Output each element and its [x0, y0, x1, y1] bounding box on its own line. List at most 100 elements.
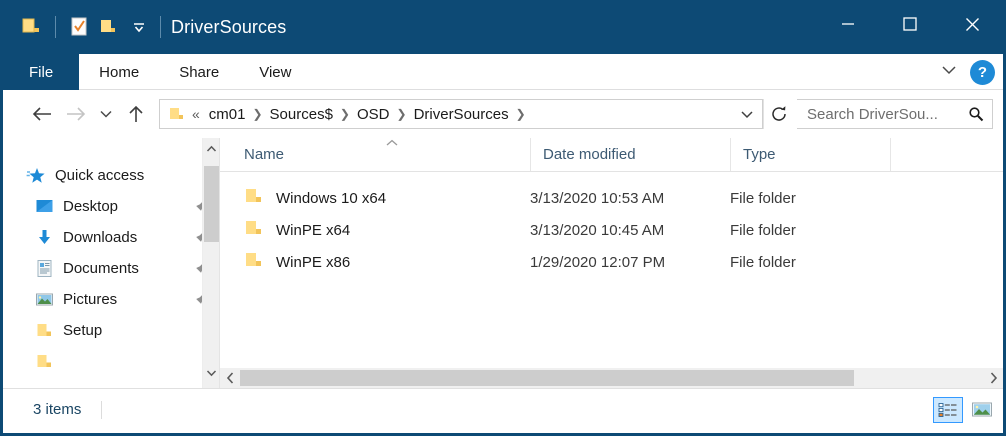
details-view-button[interactable]: [933, 396, 963, 423]
sidebar-item-desktop[interactable]: Desktop: [3, 191, 219, 222]
file-name-cell[interactable]: Windows 10 x64: [220, 187, 530, 209]
table-row[interactable]: WinPE x64 3/13/2020 10:45 AM File folder: [220, 214, 1003, 246]
column-header-date-modified[interactable]: Date modified: [530, 138, 730, 171]
breadcrumb-separator-icon[interactable]: ❯: [252, 107, 263, 121]
sidebar-item-label: Quick access: [55, 167, 145, 184]
help-button[interactable]: ?: [970, 59, 995, 85]
tab-file[interactable]: File: [3, 54, 80, 90]
breadcrumb-separator-icon[interactable]: ❯: [396, 107, 407, 121]
window-controls: [817, 0, 1003, 48]
scroll-left-arrow-icon[interactable]: [220, 368, 240, 388]
address-bar: « cm01 ❯ Sources$ ❯ OSD ❯ DriverSources …: [3, 90, 1003, 138]
up-button[interactable]: [119, 97, 153, 131]
file-list-horizontal-scrollbar[interactable]: [220, 368, 1003, 388]
file-date-cell: 1/29/2020 12:07 PM: [530, 253, 666, 271]
breadcrumb-separator-icon[interactable]: ❯: [339, 107, 350, 121]
status-divider: [101, 400, 103, 419]
address-dropdown-chevron-icon[interactable]: [734, 100, 760, 128]
scrollbar-thumb[interactable]: [240, 370, 854, 386]
desktop-icon: [33, 196, 55, 218]
breadcrumb-item-cm01[interactable]: cm01: [208, 105, 246, 123]
breadcrumb-item-sources[interactable]: Sources$: [269, 105, 333, 123]
breadcrumb-bar[interactable]: « cm01 ❯ Sources$ ❯ OSD ❯ DriverSources …: [159, 99, 763, 129]
properties-icon[interactable]: [64, 12, 94, 42]
pictures-icon: [33, 289, 55, 311]
sidebar-item-pictures[interactable]: Pictures: [3, 284, 219, 315]
scroll-right-arrow-icon[interactable]: [983, 368, 1003, 388]
content-area: Quick access Desktop: [3, 138, 1003, 388]
forward-button[interactable]: [59, 97, 93, 131]
scroll-up-arrow-icon[interactable]: [203, 140, 219, 158]
close-button[interactable]: [941, 0, 1003, 48]
view-buttons: [933, 396, 997, 423]
file-rows: Windows 10 x64 3/13/2020 10:53 AM File f…: [220, 172, 1003, 278]
search-box[interactable]: Search DriverSou...: [797, 99, 993, 129]
sidebar-item-label: Downloads: [63, 229, 138, 246]
folder-icon: [244, 219, 264, 241]
sidebar-item-quick-access[interactable]: Quick access: [3, 160, 219, 191]
item-count-label: 3 items: [33, 401, 82, 418]
navigation-pane: Quick access Desktop: [3, 138, 219, 388]
file-date-cell: 3/13/2020 10:53 AM: [530, 189, 665, 207]
file-name-cell[interactable]: WinPE x86: [220, 251, 530, 273]
chevron-down-icon[interactable]: [940, 63, 958, 82]
ribbon-right-controls: ?: [940, 54, 995, 90]
column-header-label: Date modified: [543, 145, 636, 163]
customize-qat-chevron-icon[interactable]: [124, 12, 154, 42]
minimize-button[interactable]: [817, 0, 879, 48]
column-header-size[interactable]: [890, 138, 1003, 171]
folder-icon[interactable]: [17, 12, 47, 42]
file-name-cell[interactable]: WinPE x64: [220, 219, 530, 241]
file-name-label: WinPE x86: [276, 253, 351, 271]
folder-icon: [33, 351, 55, 373]
column-headers: Name Date modified Type: [220, 138, 1003, 172]
column-header-type[interactable]: Type: [730, 138, 890, 171]
large-icons-view-button[interactable]: [967, 397, 997, 423]
tab-home[interactable]: Home: [99, 63, 140, 81]
file-list-pane: Name Date modified Type: [219, 138, 1003, 388]
quick-access-toolbar: [17, 12, 171, 42]
refresh-button[interactable]: [763, 99, 793, 129]
search-icon[interactable]: [968, 106, 984, 122]
file-date-cell: 3/13/2020 10:45 AM: [530, 221, 665, 239]
file-type-cell: File folder: [730, 253, 796, 271]
scrollbar-thumb[interactable]: [204, 166, 219, 242]
back-button[interactable]: [25, 97, 59, 131]
file-type-cell: File folder: [730, 221, 796, 239]
scrollbar-track[interactable]: [240, 368, 983, 388]
column-header-name[interactable]: Name: [220, 138, 530, 171]
sidebar-item-partial[interactable]: [3, 346, 219, 377]
scroll-down-arrow-icon[interactable]: [203, 364, 219, 382]
qat-divider: [55, 16, 56, 38]
file-name-label: WinPE x64: [276, 221, 351, 239]
search-input[interactable]: Search DriverSou...: [807, 105, 938, 123]
table-row[interactable]: Windows 10 x64 3/13/2020 10:53 AM File f…: [220, 182, 1003, 214]
recent-locations-button[interactable]: [93, 97, 119, 131]
folder-icon: [33, 320, 55, 342]
document-icon: [33, 258, 55, 280]
breadcrumb-overflow[interactable]: «: [192, 106, 200, 122]
sidebar-item-setup[interactable]: Setup: [3, 315, 219, 346]
navigation-pane-scrollbar[interactable]: [202, 138, 219, 388]
sidebar-item-label: Desktop: [63, 198, 119, 215]
tab-view[interactable]: View: [259, 63, 292, 81]
breadcrumb-item-osd[interactable]: OSD: [356, 105, 390, 123]
qat-title-divider: [160, 16, 161, 38]
ribbon-tabs: File Home Share View ?: [3, 54, 1003, 90]
title-bar: DriverSources: [3, 0, 1003, 54]
status-bar: 3 items: [3, 388, 1003, 430]
new-folder-icon[interactable]: [94, 12, 124, 42]
breadcrumb-item-driversources[interactable]: DriverSources: [413, 105, 509, 123]
folder-icon: [244, 187, 264, 209]
table-row[interactable]: WinPE x86 1/29/2020 12:07 PM File folder: [220, 246, 1003, 278]
sidebar-item-label: Documents: [63, 260, 139, 277]
sidebar-item-downloads[interactable]: Downloads: [3, 222, 219, 253]
sidebar-item-label: Setup: [63, 322, 103, 339]
sidebar-item-documents[interactable]: Documents: [3, 253, 219, 284]
breadcrumb-separator-icon[interactable]: ❯: [515, 107, 526, 121]
maximize-button[interactable]: [879, 0, 941, 48]
tab-share[interactable]: Share: [179, 63, 220, 81]
folder-icon: [244, 251, 264, 273]
column-header-label: Name: [244, 145, 285, 163]
